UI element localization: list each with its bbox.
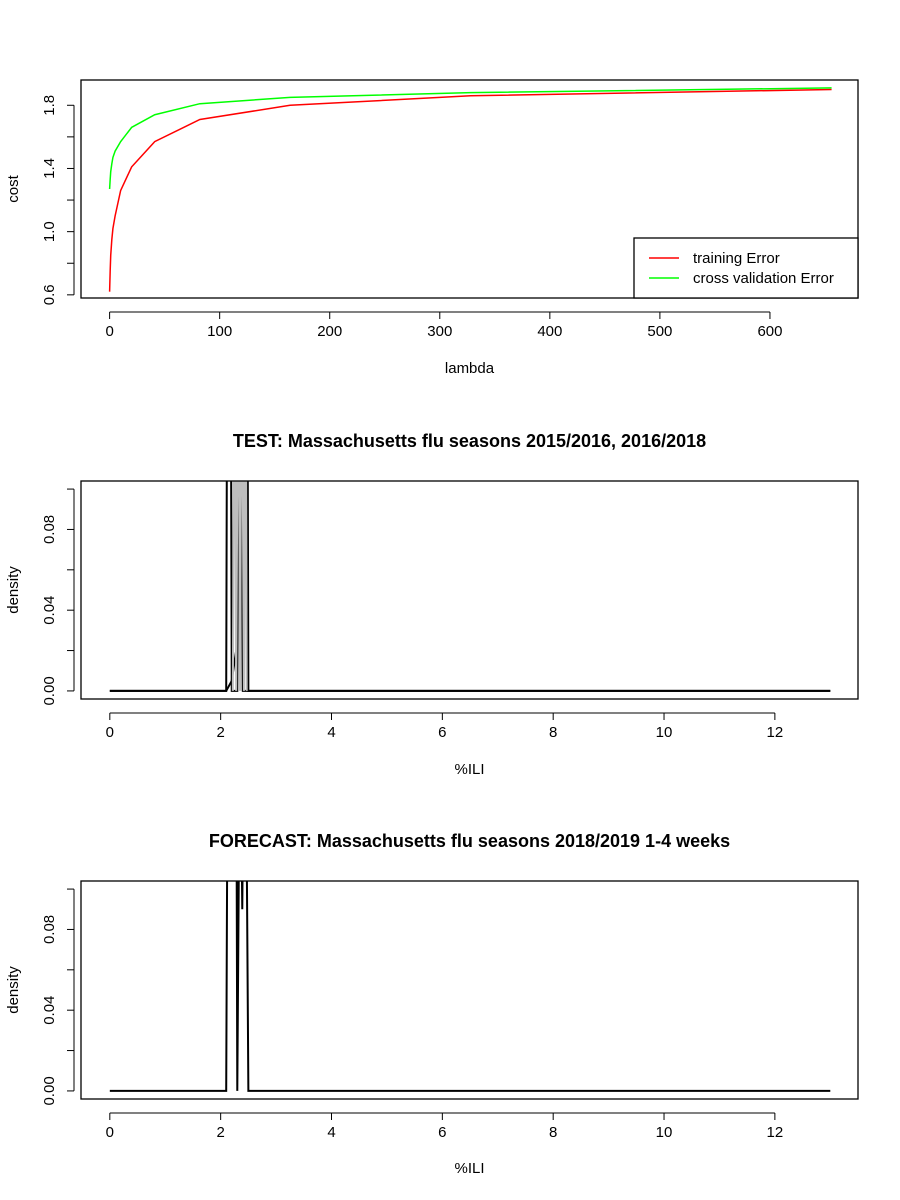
x-tick-label: 200 [317, 323, 342, 340]
chart-title: TEST: Massachusetts flu seasons 2015/201… [233, 431, 706, 451]
series-line-2 [109, 481, 831, 692]
y-tick-label: 0.00 [41, 676, 58, 705]
legend-box [633, 237, 859, 299]
x-tick-label: 4 [327, 1124, 335, 1141]
series-group [108, 87, 832, 292]
x-tick-label: 6 [438, 1124, 446, 1141]
series-group [109, 881, 831, 1092]
x-tick-label: 0 [105, 323, 113, 340]
y-axis-label: cost [5, 174, 22, 202]
x-tick-label: 10 [656, 1124, 673, 1141]
x-tick-label: 10 [656, 724, 673, 741]
x-tick-label: 500 [647, 323, 672, 340]
x-tick-label: 100 [207, 323, 232, 340]
x-tick-label: 8 [549, 1124, 557, 1141]
x-tick-label: 2 [216, 724, 224, 741]
y-axis-label: density [5, 566, 22, 614]
legend-entry: training Error [693, 250, 780, 267]
chart-panel-1: 0 100 200 300 400 500 600 0.6 1.0 1.4 1.8 lambda cos… [5, 79, 859, 377]
y-tick-label: 1.0 [41, 221, 58, 242]
series-line-2 [108, 87, 832, 190]
y-tick-label: 0.08 [41, 515, 58, 544]
x-axis-label: %ILI [454, 1160, 484, 1177]
y-tick-label: 0.04 [41, 596, 58, 625]
x-tick-label: 8 [549, 724, 557, 741]
plot-frame [80, 79, 859, 299]
plot-frame [80, 880, 859, 1100]
x-tick-label: 600 [757, 323, 782, 340]
series-line-3 [231, 481, 248, 691]
x-tick-label: 12 [767, 724, 784, 741]
legend-entry: cross validation Error [693, 270, 834, 287]
x-tick-label: 0 [106, 1124, 114, 1141]
x-tick-label: 12 [767, 1124, 784, 1141]
plot-frame [80, 480, 859, 700]
legend: training Error cross validation Error [633, 237, 859, 299]
x-tick-label: 400 [537, 323, 562, 340]
series-line-1 [109, 481, 831, 692]
x-axis-label: lambda [445, 360, 495, 377]
x-tick-label: 300 [427, 323, 452, 340]
y-tick-label: 0.6 [41, 284, 58, 305]
y-tick-label: 0.04 [41, 996, 58, 1025]
chart-title: FORECAST: Massachusetts flu seasons 2018… [209, 831, 730, 851]
series-line-1 [109, 881, 831, 1092]
y-axis-label: density [5, 966, 22, 1014]
x-axis-label: %ILI [454, 761, 484, 778]
series-line-1 [108, 88, 832, 292]
x-tick-label: 0 [106, 724, 114, 741]
x-tick-label: 4 [327, 724, 335, 741]
chart-panel-3: FORECAST: Massachusetts flu seasons 2018… [5, 831, 859, 1177]
y-tick-label: 1.4 [41, 158, 58, 179]
y-tick-label: 1.8 [41, 95, 58, 116]
x-tick-label: 6 [438, 724, 446, 741]
y-tick-label: 0.08 [41, 915, 58, 944]
x-tick-label: 2 [216, 1124, 224, 1141]
y-tick-label: 0.00 [41, 1076, 58, 1105]
chart-panel-2: TEST: Massachusetts flu seasons 2015/201… [5, 431, 859, 778]
series-group [109, 481, 831, 692]
